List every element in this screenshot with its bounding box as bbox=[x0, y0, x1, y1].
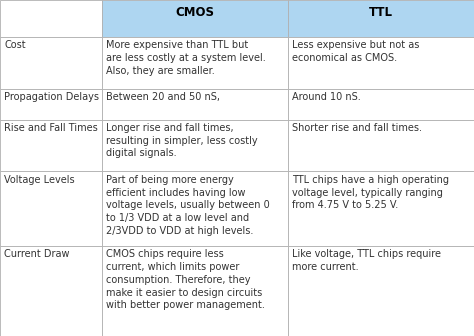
Bar bbox=[102, 120, 288, 171]
Text: Cost: Cost bbox=[4, 40, 26, 50]
Text: Voltage Levels: Voltage Levels bbox=[4, 175, 75, 185]
Bar bbox=[0, 171, 102, 246]
Bar bbox=[288, 171, 474, 246]
Bar bbox=[288, 89, 474, 120]
Text: Propagation Delays: Propagation Delays bbox=[4, 92, 99, 102]
Bar bbox=[288, 0, 474, 37]
Text: Like voltage, TTL chips require
more current.: Like voltage, TTL chips require more cur… bbox=[292, 249, 441, 272]
Bar bbox=[0, 0, 102, 37]
Text: More expensive than TTL but
are less costly at a system level.
Also, they are sm: More expensive than TTL but are less cos… bbox=[106, 40, 266, 76]
Text: TTL chips have a high operating
voltage level, typically ranging
from 4.75 V to : TTL chips have a high operating voltage … bbox=[292, 175, 449, 210]
Text: Between 20 and 50 nS,: Between 20 and 50 nS, bbox=[106, 92, 220, 102]
Bar bbox=[102, 89, 288, 120]
Bar bbox=[288, 37, 474, 89]
Bar bbox=[102, 171, 288, 246]
Text: Current Draw: Current Draw bbox=[4, 249, 70, 259]
Bar bbox=[102, 0, 288, 37]
Bar bbox=[0, 89, 102, 120]
Text: Around 10 nS.: Around 10 nS. bbox=[292, 92, 361, 102]
Text: Part of being more energy
efficient includes having low
voltage levels, usually : Part of being more energy efficient incl… bbox=[106, 175, 270, 236]
Text: Shorter rise and fall times.: Shorter rise and fall times. bbox=[292, 123, 422, 133]
Bar bbox=[288, 246, 474, 336]
Text: TTL: TTL bbox=[369, 6, 393, 19]
Bar bbox=[0, 37, 102, 89]
Bar bbox=[102, 246, 288, 336]
Text: Rise and Fall Times: Rise and Fall Times bbox=[4, 123, 98, 133]
Text: Less expensive but not as
economical as CMOS.: Less expensive but not as economical as … bbox=[292, 40, 420, 63]
Bar bbox=[0, 120, 102, 171]
Text: Longer rise and fall times,
resulting in simpler, less costly
digital signals.: Longer rise and fall times, resulting in… bbox=[106, 123, 258, 159]
Text: CMOS: CMOS bbox=[175, 6, 215, 19]
Bar bbox=[102, 37, 288, 89]
Bar bbox=[0, 246, 102, 336]
Bar bbox=[288, 120, 474, 171]
Text: CMOS chips require less
current, which limits power
consumption. Therefore, they: CMOS chips require less current, which l… bbox=[106, 249, 265, 310]
